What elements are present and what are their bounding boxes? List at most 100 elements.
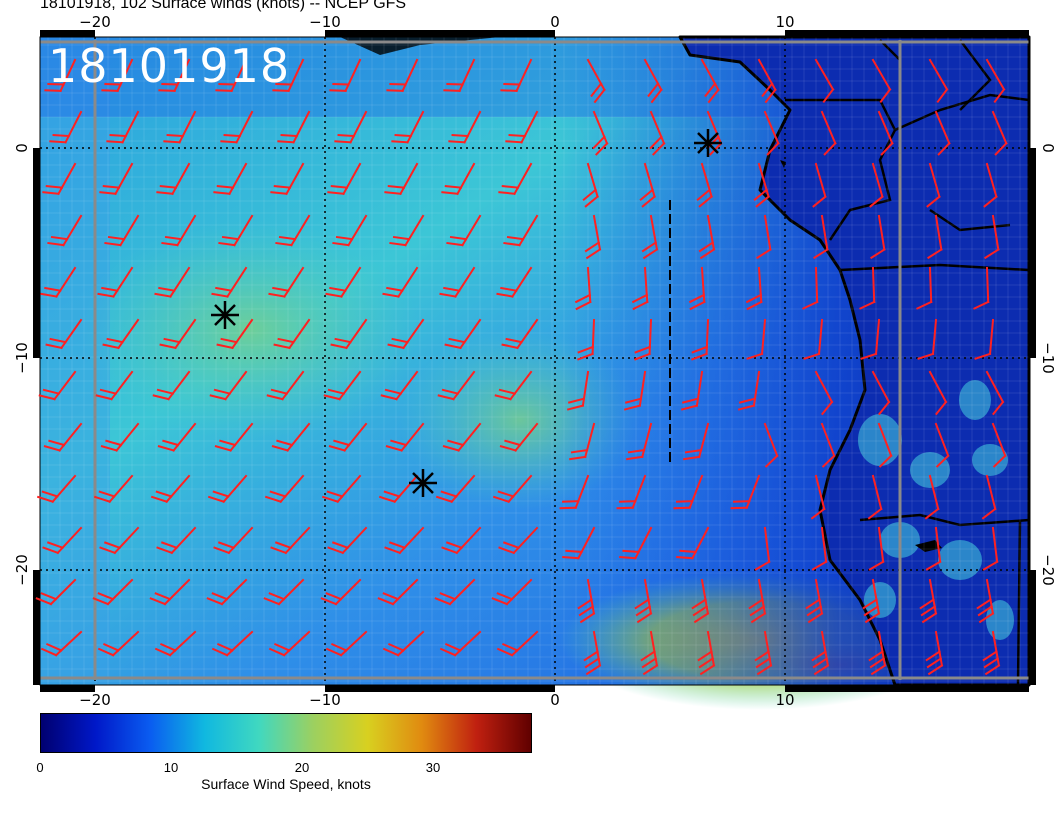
wind-barb: [916, 266, 933, 310]
colorbar-caption: Surface Wind Speed, knots: [201, 776, 371, 792]
wind-barb: [811, 630, 830, 676]
wind-barb: [871, 58, 892, 104]
wind-barb: [385, 422, 425, 452]
wind-barb: [382, 630, 425, 657]
wind-barb: [47, 214, 83, 247]
wind-barb: [868, 526, 885, 571]
lon-tick-bottom: −20: [79, 691, 111, 709]
lon-tick-bottom: 10: [775, 691, 794, 709]
wind-barb: [500, 58, 533, 93]
wind-barb: [683, 422, 710, 461]
wind-barb: [441, 526, 482, 555]
wind-barb: [42, 526, 83, 555]
wind-barb: [763, 110, 780, 156]
wind-barb: [803, 318, 824, 360]
wind-barb: [917, 318, 938, 360]
colorbar-tick: 10: [163, 760, 179, 775]
wind-barb: [928, 58, 949, 104]
wind-barb: [273, 318, 311, 350]
wind-barb: [213, 526, 254, 555]
wind-barb: [321, 474, 362, 504]
wind-barb: [753, 162, 770, 208]
wind-barb: [748, 578, 767, 624]
wind-barb: [272, 58, 305, 93]
wind-barb: [152, 370, 191, 401]
wind-barb: [378, 474, 419, 504]
wind-barb: [106, 110, 140, 144]
wind-barb: [270, 162, 305, 196]
domain-box: [40, 40, 1029, 680]
wind-barb: [813, 214, 829, 260]
wind-barb: [270, 526, 311, 555]
wind-barb: [976, 578, 995, 624]
wind-barb: [377, 578, 419, 606]
wind-barb: [754, 526, 771, 571]
wind-barb: [934, 110, 951, 156]
wind-barb: [320, 578, 362, 606]
wind-barb: [640, 630, 659, 676]
lat-tick-right: −10: [1039, 342, 1056, 374]
wind-barb: [928, 370, 948, 416]
wind-barb: [680, 370, 704, 411]
wind-barb: [991, 422, 1007, 468]
wind-barb: [737, 370, 761, 411]
wind-barb: [730, 474, 761, 510]
wind-barb: [434, 578, 476, 606]
wind-barb: [266, 370, 305, 401]
colorbar-tick: 20: [294, 760, 310, 775]
wind-barb: [49, 110, 83, 144]
wind-barb: [586, 58, 606, 104]
wind-barb: [220, 110, 254, 144]
lat-tick-left: −20: [13, 554, 31, 586]
wind-barb: [562, 526, 596, 560]
wind-barb: [211, 630, 254, 657]
wind-barb: [380, 370, 419, 401]
wind-barb: [268, 266, 305, 298]
wind-barb: [754, 630, 773, 676]
wind-barb: [812, 162, 827, 208]
wind-barb: [982, 526, 999, 571]
wind-barb: [981, 474, 997, 520]
wind-barb: [448, 110, 482, 144]
wind-barb: [35, 578, 77, 606]
wind-barb: [619, 526, 653, 560]
wind-barb: [206, 578, 248, 606]
wind-barb: [634, 318, 653, 361]
wind-barb: [871, 370, 891, 416]
wind-barb: [745, 266, 763, 311]
wind-barb: [860, 318, 881, 360]
wind-barb: [639, 162, 656, 208]
wind-barb: [810, 474, 826, 520]
wind-barb: [700, 58, 720, 104]
wind-barb: [805, 578, 824, 624]
wind-barb: [496, 266, 533, 298]
wind-barb: [626, 422, 653, 461]
wind-barb: [983, 162, 998, 208]
wind-barb: [584, 214, 602, 260]
storm-markers: [211, 129, 722, 497]
wind-barb: [154, 630, 197, 657]
wind-barb: [277, 110, 311, 144]
wind-barb: [494, 370, 533, 401]
wind-barb: [92, 578, 134, 606]
wind-barb: [325, 266, 362, 298]
wind-barb: [763, 422, 779, 468]
wind-barb: [862, 578, 881, 624]
wind-barb: [623, 370, 647, 411]
wind-barb: [157, 422, 197, 452]
wind-barb: [697, 630, 716, 676]
wind-barb: [218, 214, 254, 247]
wind-barb: [811, 526, 828, 571]
wind-barb: [45, 318, 83, 350]
wind-barb: [99, 526, 140, 555]
colorbar-tick: 30: [425, 760, 441, 775]
wind-barb: [149, 578, 191, 606]
wind-barb: [982, 630, 1001, 676]
storm-marker-1: [211, 301, 239, 329]
wind-barb: [325, 630, 368, 657]
wind-barb: [985, 370, 1005, 416]
wind-barb: [97, 266, 134, 298]
wind-barb: [503, 214, 539, 247]
wind-barb: [569, 422, 596, 461]
wind-barb: [42, 162, 77, 196]
